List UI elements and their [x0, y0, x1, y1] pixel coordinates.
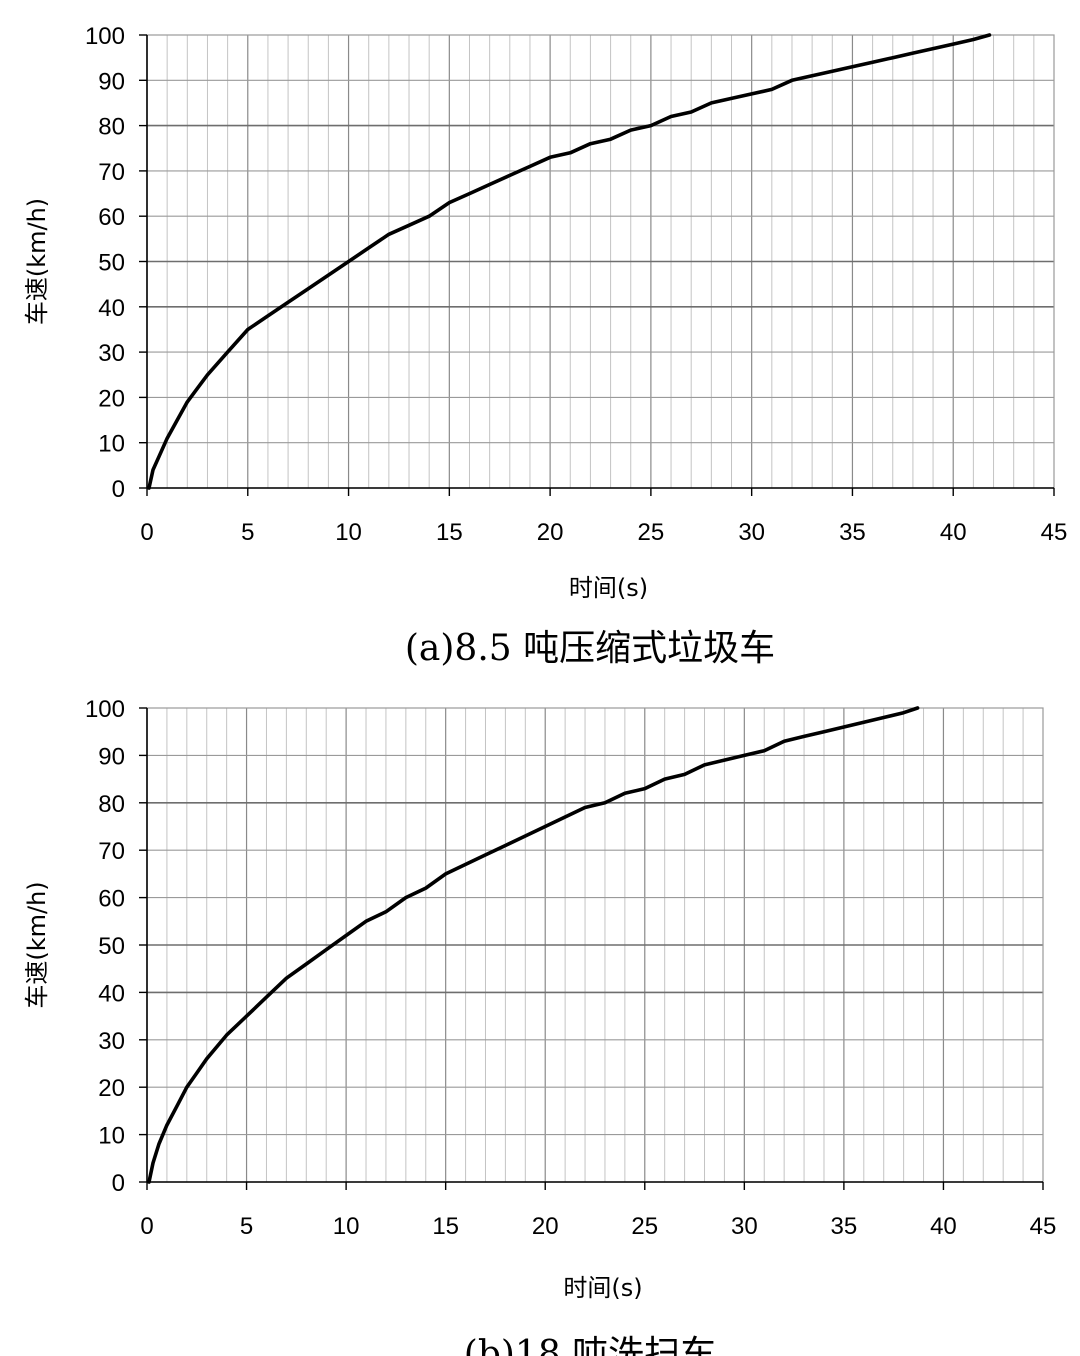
x-tick-label: 40 — [940, 519, 967, 546]
y-tick-label: 20 — [98, 385, 125, 412]
x-tick-label: 20 — [537, 519, 564, 546]
y-tick-label: 50 — [98, 933, 125, 960]
x-tick-label: 30 — [738, 519, 765, 546]
y-tick-label: 60 — [98, 886, 125, 913]
x-tick-label: 10 — [333, 1213, 360, 1240]
x-tick-label: 15 — [432, 1213, 459, 1240]
y-tick-label: 80 — [98, 791, 125, 818]
x-tick-label: 0 — [140, 519, 153, 546]
chart-b: 0 5 10 15 20 25 30 35 40 45 0 10 20 30 40 50 60 70 80 90 100… — [23, 696, 1056, 1356]
chart-caption: (a)8.5 吨压缩式垃圾车 — [405, 628, 775, 669]
x-tick-label: 35 — [839, 519, 866, 546]
series-line-0 — [147, 706, 920, 1184]
x-tick-label: 40 — [930, 1213, 957, 1240]
x-tick-label: 30 — [731, 1213, 758, 1240]
y-tick-label: 80 — [98, 114, 125, 141]
x-tick-label: 5 — [241, 519, 254, 546]
y-axis-title: 车速(km/h) — [23, 881, 51, 1008]
y-tick-label: 20 — [98, 1075, 125, 1102]
series-line-0 — [147, 33, 992, 490]
x-axis-title: 时间(s) — [569, 574, 648, 602]
x-tick-label: 0 — [140, 1213, 153, 1240]
x-tick-label: 35 — [831, 1213, 858, 1240]
y-tick-label: 60 — [98, 204, 125, 231]
chart-caption: (b)18 吨洗扫车 — [464, 1334, 716, 1356]
y-tick-label: 100 — [85, 696, 125, 723]
x-tick-label: 10 — [335, 519, 362, 546]
y-tick-label: 40 — [98, 980, 125, 1007]
y-tick-label: 100 — [85, 23, 125, 50]
y-tick-label: 0 — [112, 1170, 125, 1197]
x-tick-label: 20 — [532, 1213, 559, 1240]
x-tick-label: 45 — [1030, 1213, 1057, 1240]
y-tick-label: 70 — [98, 159, 125, 186]
y-tick-label: 70 — [98, 838, 125, 865]
x-tick-label: 15 — [436, 519, 463, 546]
y-tick-label: 50 — [98, 250, 125, 277]
x-tick-label: 25 — [631, 1213, 658, 1240]
y-tick-label: 30 — [98, 340, 125, 367]
y-tick-label: 0 — [112, 476, 125, 503]
x-tick-label: 45 — [1041, 519, 1068, 546]
y-tick-label: 10 — [98, 431, 125, 458]
x-axis-title: 时间(s) — [563, 1274, 642, 1302]
y-tick-label: 40 — [98, 295, 125, 322]
x-tick-label: 5 — [240, 1213, 253, 1240]
y-axis-title: 车速(km/h) — [23, 198, 51, 325]
y-tick-label: 30 — [98, 1028, 125, 1055]
y-tick-label: 10 — [98, 1123, 125, 1150]
chart-a: 0 5 10 15 20 25 30 35 40 45 0 10 20 30 40 50 60 70 80 90 100… — [23, 23, 1067, 669]
y-tick-label: 90 — [98, 743, 125, 770]
y-tick-label: 90 — [98, 68, 125, 95]
x-tick-label: 25 — [638, 519, 665, 546]
